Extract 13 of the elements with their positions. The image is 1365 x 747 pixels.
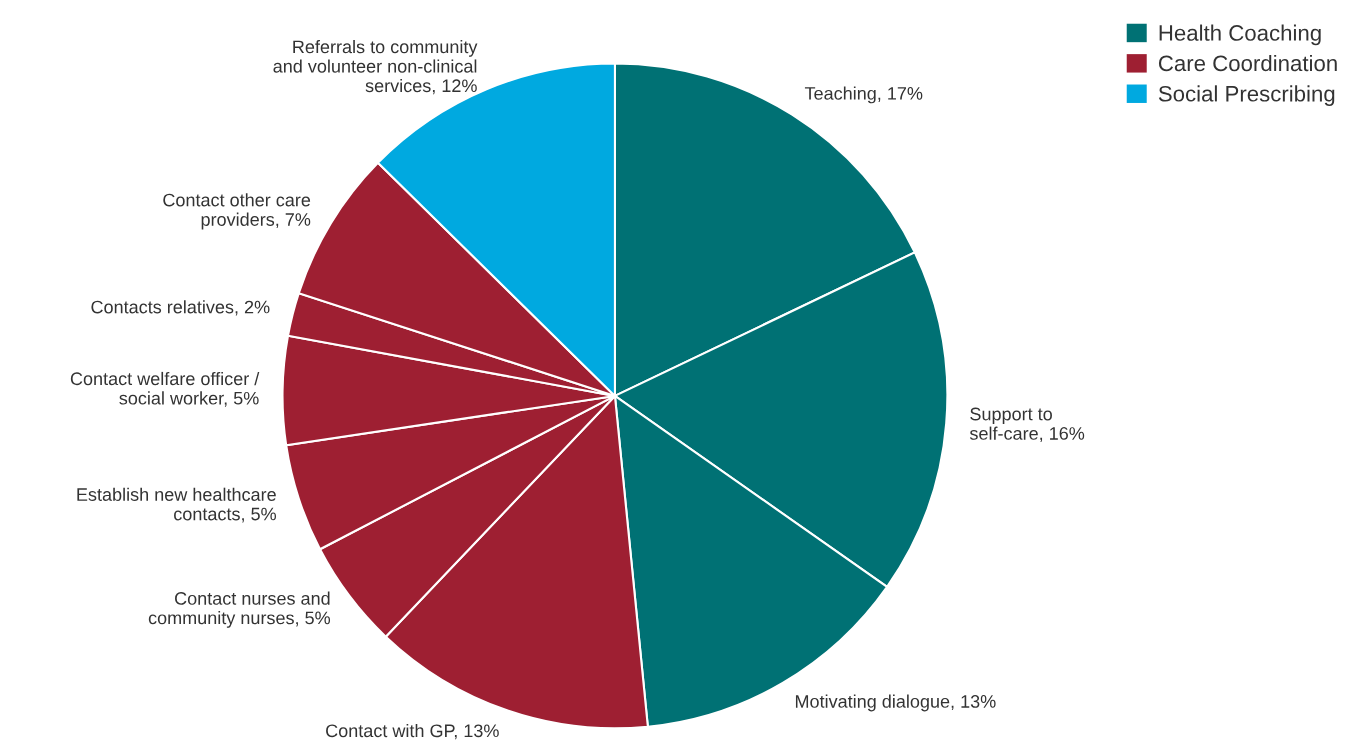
- slice-label: Contacts relatives, 2%: [91, 300, 270, 316]
- slice-label: Teaching, 17%: [804, 86, 923, 104]
- slice-label: Support to self-care, 16%: [969, 407, 1085, 442]
- slice-label: Contact other care providers, 7%: [163, 193, 311, 230]
- text: Social Prescribing: [1158, 85, 1335, 107]
- slice-label: Referrals to community and volunteer non-clinical services, 12%: [273, 39, 478, 95]
- slice-label: Contact welfare officer / social worker, 5%: [70, 371, 260, 407]
- slice-label: Establish new healthcare contacts, 5%: [77, 487, 276, 523]
- slice-label: Motivating dialogue, 13%: [795, 694, 996, 712]
- text: Care Coordination: [1158, 54, 1337, 72]
- slice-label: Contact with GP, 13%: [326, 723, 499, 740]
- text: Health Coaching: [1159, 24, 1321, 46]
- slice-label: Contact nurses and community nurses, 5%: [148, 591, 331, 628]
